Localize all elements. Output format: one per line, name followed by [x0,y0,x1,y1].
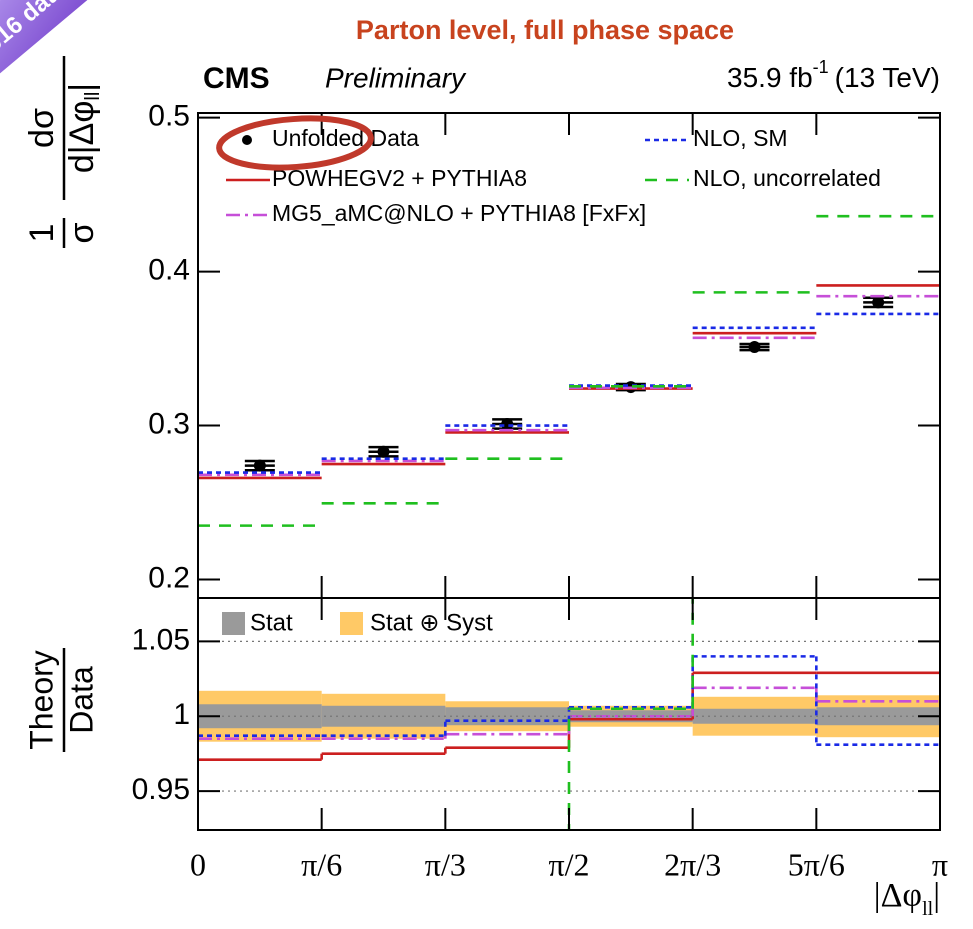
x-tick-label: 2π/3 [664,846,721,882]
y-label-part: d|Δφll| [63,83,104,173]
ratio-y-axis-label: Theory Data [23,648,99,752]
data-point [377,445,390,458]
y-axis-label: 1 σ dσ d|Δφll| [23,56,104,248]
y-tick-label: 0.2 [148,561,190,594]
lumi-exponent: -1 [813,57,829,77]
lumi: 35.9 fb-1 (13 TeV) [727,57,940,94]
plot-area [198,598,940,830]
x-axis-label: |Δφll| [874,877,940,920]
y-label-part: d|Δφ [63,101,101,174]
y-tick-label: 0.95 [132,773,190,806]
x-tick-label: π/2 [548,846,589,882]
y-tick-label: 1.05 [132,623,190,656]
annotation-circle [216,115,374,171]
y-tick-label: 0.5 [148,100,190,133]
y-label-part: Data [63,666,99,734]
data-point [748,341,761,354]
y-label-sub: ll [82,92,104,101]
y-tick-label: 0.4 [148,254,190,287]
badge-bg [0,0,123,113]
x-label-part: | [933,877,940,914]
x-tick-label: π [932,846,948,882]
legend-label: NLO, uncorrelated [693,165,881,191]
legend-swatch [222,612,245,635]
energy: (13 TeV) [835,62,940,93]
x-tick-label: π/3 [425,846,466,882]
legend-marker [242,135,252,145]
y-label-part: Theory [23,650,59,750]
legend-label: POWHEGV2 + PYTHIA8 [272,165,527,191]
uncertainty-band [692,708,817,724]
data-point [872,296,885,309]
legend-label: Unfolded Data [272,125,419,151]
legend-label: NLO, SM [693,125,788,151]
x-label-sub: ll [922,898,934,920]
legend-swatch [340,612,363,635]
x-tick-label: π/6 [301,846,342,882]
plot-area [198,214,940,527]
lumi-value: 35.9 fb [727,62,813,93]
y-label-part: | [63,83,101,92]
data-point [501,418,514,431]
chart-title: Parton level, full phase space [356,15,734,45]
y-tick-label: 0.3 [148,407,190,440]
uncertainty-band [816,707,940,726]
uncertainty-band [321,705,446,727]
x-label-part: |Δφ [874,877,922,914]
legend-label: Stat ⊕ Syst [370,609,493,636]
x-tick-label: 0 [190,846,206,882]
y-label-part: 1 [23,224,61,243]
data-point [253,459,266,472]
legend-label: MG5_aMC@NLO + PYTHIA8 [FxFx] [272,200,646,226]
status: Preliminary [325,62,467,93]
legend-label: Stat [250,609,293,636]
x-tick-label: 5π/6 [788,846,845,882]
y-label-part: dσ [23,108,61,148]
experiment: CMS [203,62,270,95]
y-label-part: σ [63,222,101,243]
y-tick-label: 1 [173,698,190,731]
plot-frame [197,597,941,831]
